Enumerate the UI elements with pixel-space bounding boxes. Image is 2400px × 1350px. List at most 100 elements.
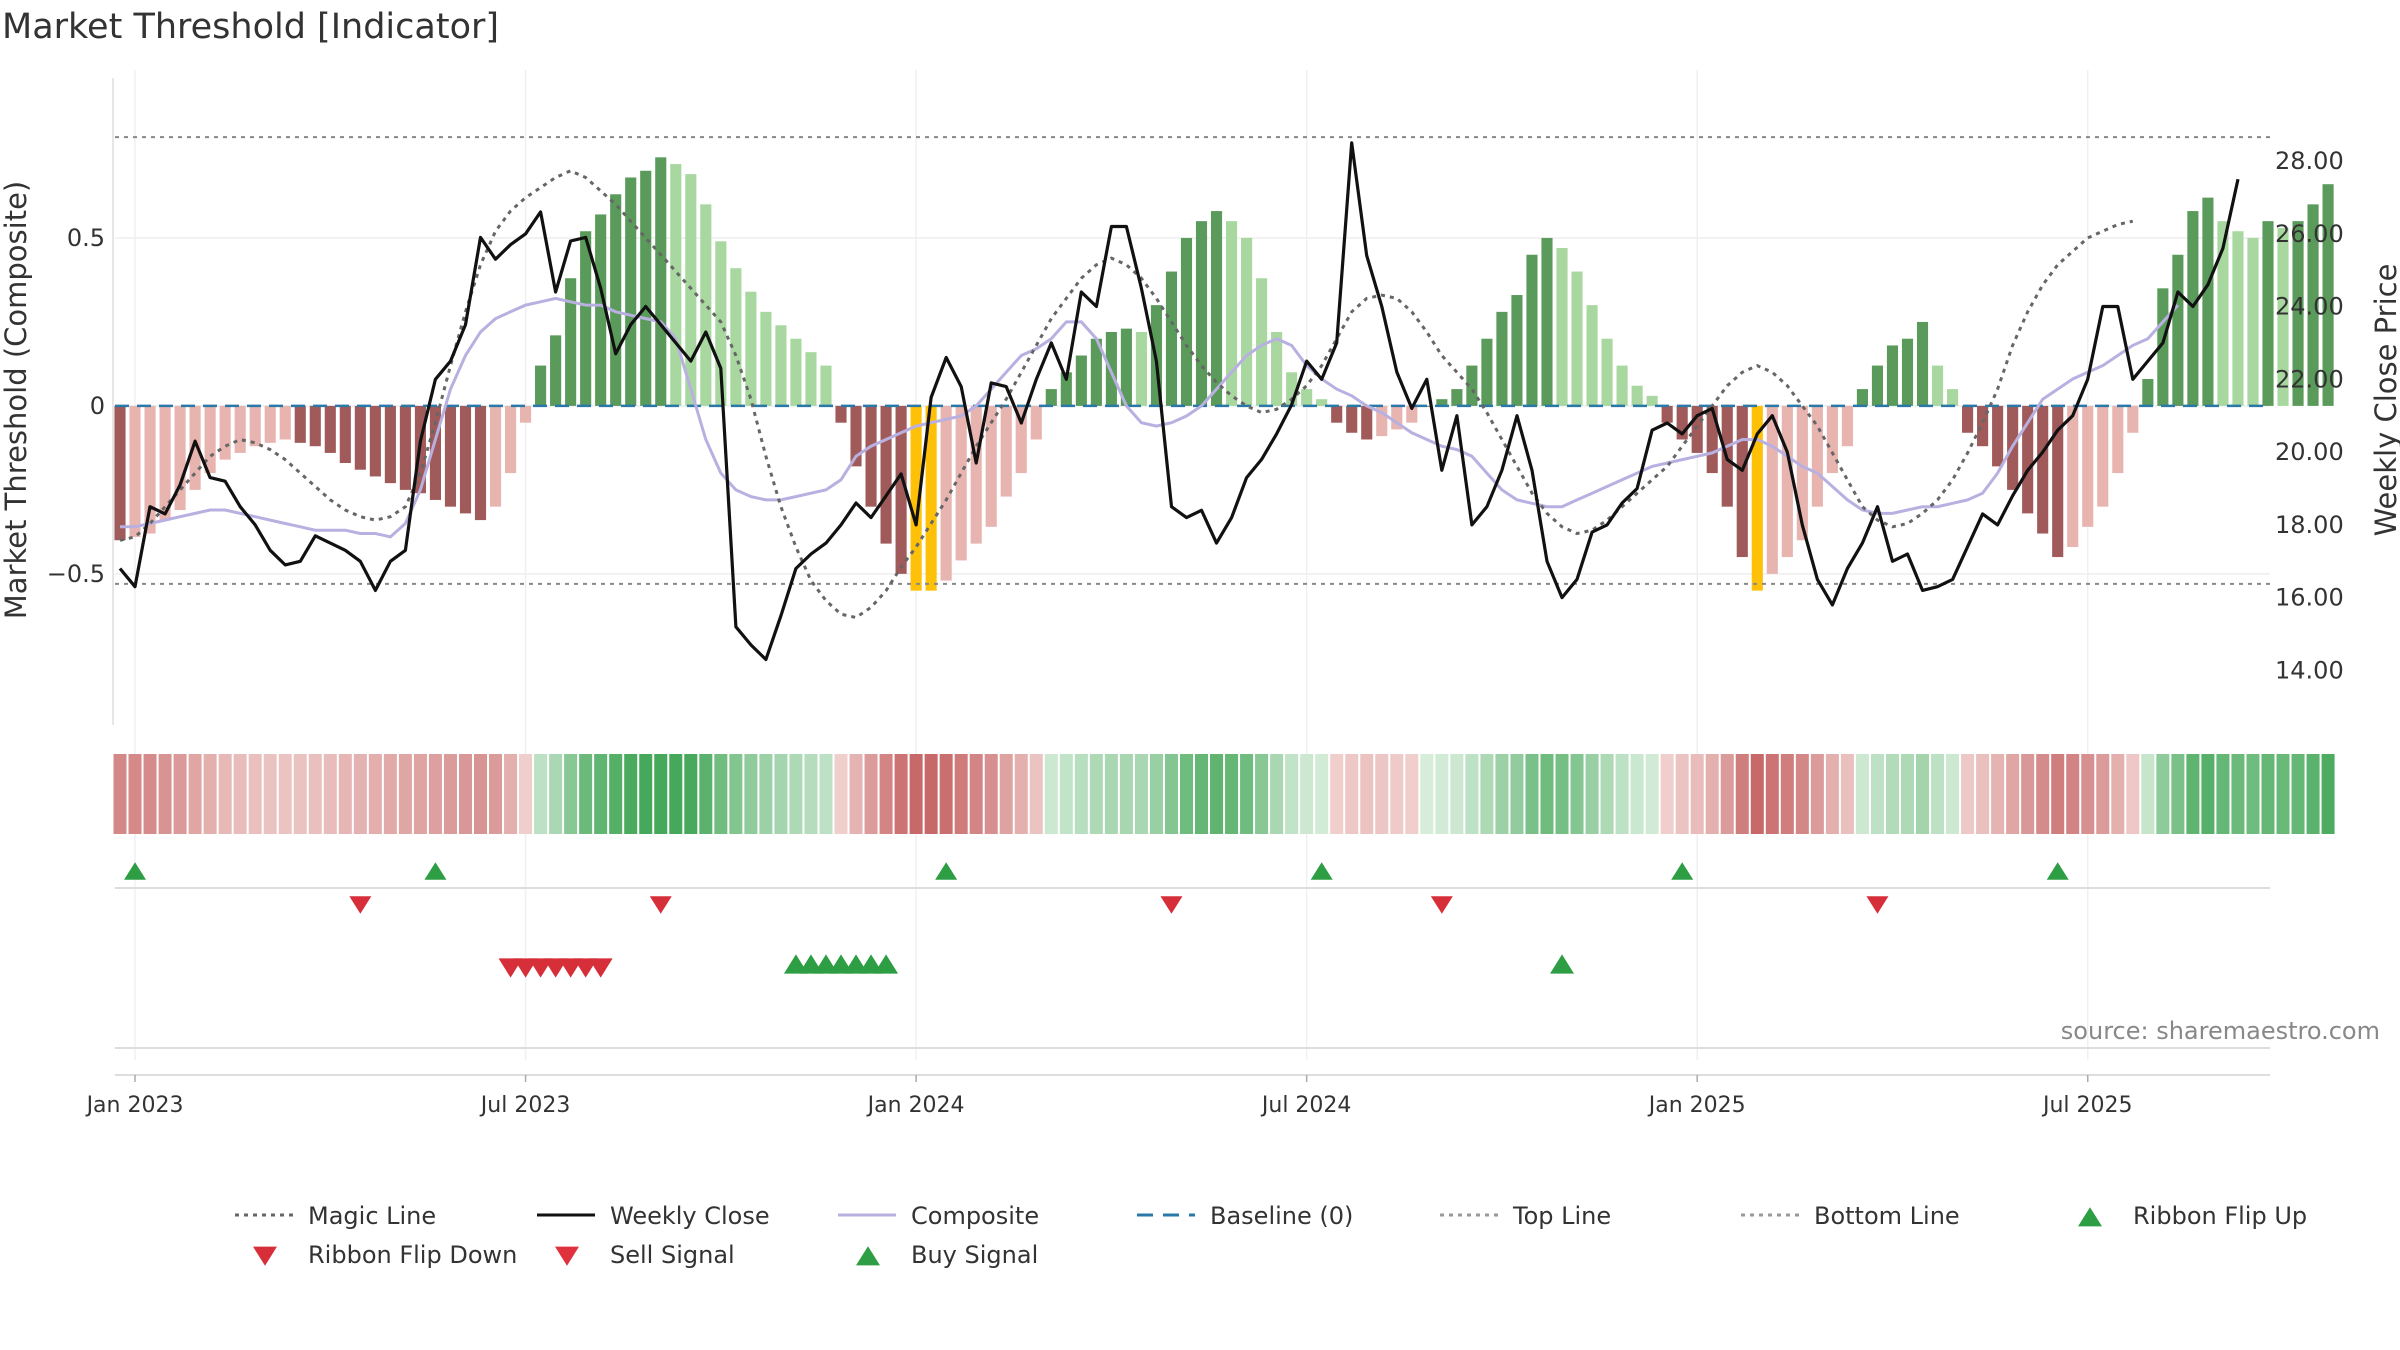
ribbon-cell bbox=[1570, 754, 1584, 834]
ribbon-cell bbox=[759, 754, 773, 834]
composite-bar bbox=[1706, 405, 1718, 474]
composite-bar bbox=[1736, 405, 1748, 558]
ribbon-cell bbox=[1240, 754, 1254, 834]
composite-bar bbox=[1000, 405, 1012, 497]
ribbon-cell bbox=[158, 754, 172, 834]
composite-bar bbox=[1195, 221, 1208, 406]
composite-bar bbox=[459, 405, 472, 514]
ribbon-cell bbox=[1780, 754, 1794, 834]
ribbon-cell bbox=[2201, 754, 2215, 834]
ribbon-cell bbox=[1029, 754, 1043, 834]
ribbon-cell bbox=[1735, 754, 1749, 834]
ribbon-cell bbox=[1044, 754, 1058, 834]
ribbon-cell bbox=[473, 754, 488, 834]
legend-label: Ribbon Flip Down bbox=[308, 1241, 517, 1269]
ribbon-cell bbox=[609, 754, 623, 834]
composite-bar bbox=[294, 405, 306, 443]
composite-bar bbox=[1571, 271, 1583, 406]
y-right-tick-label: 24.00 bbox=[2275, 293, 2344, 321]
y-axis-right-label: Weekly Close Price bbox=[2369, 264, 2400, 537]
composite-bar bbox=[1931, 365, 1944, 406]
composite-bar bbox=[1796, 405, 1808, 541]
ribbon-cell bbox=[1285, 754, 1299, 834]
ribbon-cell bbox=[2186, 754, 2200, 834]
ribbon-cell bbox=[1750, 754, 1764, 834]
composite-bar bbox=[1346, 405, 1358, 433]
composite-bar bbox=[1886, 345, 1899, 406]
ribbon-cell bbox=[954, 754, 968, 834]
composite-bar bbox=[1631, 385, 1643, 406]
composite-bar bbox=[264, 405, 276, 443]
composite-bar bbox=[835, 405, 847, 423]
composite-bar bbox=[2202, 197, 2214, 406]
ribbon-cell bbox=[1825, 754, 1839, 834]
composite-bar bbox=[1766, 405, 1778, 574]
ribbon-cell bbox=[579, 754, 593, 834]
legend-item: Bottom Line bbox=[1741, 1202, 1960, 1230]
ribbon-cell bbox=[1690, 754, 1704, 834]
composite-bar bbox=[790, 338, 802, 406]
composite-bar bbox=[1526, 254, 1538, 406]
ribbon-cell bbox=[2156, 754, 2170, 834]
ribbon-cell bbox=[1164, 754, 1178, 834]
legend-item: Ribbon Flip Down bbox=[253, 1241, 517, 1269]
ribbon-cell bbox=[1089, 754, 1103, 834]
composite-bar bbox=[925, 405, 937, 591]
composite-bars bbox=[114, 157, 2334, 591]
ribbon-cell bbox=[1540, 754, 1554, 834]
ribbon-cell bbox=[338, 754, 352, 834]
x-tick-label: Jan 2023 bbox=[85, 1093, 184, 1118]
composite-bar bbox=[1466, 365, 1478, 406]
ribbon-cell bbox=[834, 754, 848, 834]
sell-signal-marker bbox=[588, 958, 613, 978]
x-axis: Jan 2023 Jul 2023 Jan 2024 Jul 2024 Jan 2025… bbox=[85, 1075, 2133, 1118]
x-tick-label: Jul 2025 bbox=[2041, 1093, 2133, 1118]
composite-bar bbox=[670, 164, 682, 406]
ribbon-cell bbox=[1765, 754, 1779, 834]
ribbon-cell bbox=[714, 754, 728, 834]
composite-bar bbox=[489, 405, 502, 507]
legend-item: Magic Line bbox=[235, 1202, 436, 1230]
main-grid bbox=[115, 70, 2270, 1060]
ribbon-cell bbox=[1420, 754, 1434, 834]
ribbon-cell bbox=[2321, 754, 2335, 834]
ribbon-cell bbox=[1074, 754, 1088, 834]
ribbon-cell bbox=[1104, 754, 1118, 834]
ribbon-cell bbox=[2036, 754, 2050, 834]
ribbon-cell bbox=[1705, 754, 1719, 834]
ribbon-cell bbox=[1885, 754, 1899, 834]
ribbon-cell bbox=[2006, 754, 2020, 834]
ribbon-cell bbox=[1615, 754, 1629, 834]
ribbon-cell bbox=[1795, 754, 1809, 834]
composite-bar bbox=[2292, 221, 2304, 406]
composite-bar bbox=[249, 405, 261, 447]
composite-bar bbox=[2277, 227, 2289, 406]
ribbon-cell bbox=[458, 754, 472, 834]
composite-bar bbox=[399, 405, 411, 490]
composite-bar bbox=[1511, 295, 1523, 406]
legend-label: Composite bbox=[911, 1202, 1039, 1230]
ribbon-cell bbox=[1900, 754, 1915, 834]
ribbon-cell bbox=[2111, 754, 2125, 834]
ribbon-cell bbox=[549, 754, 563, 834]
ribbon-cell bbox=[984, 754, 998, 834]
y-right-tick-label: 14.00 bbox=[2275, 656, 2344, 684]
composite-bar bbox=[535, 365, 547, 406]
composite-bar bbox=[610, 194, 622, 406]
legend-item: Baseline (0) bbox=[1137, 1202, 1353, 1230]
source-credit: source: sharemaestro.com bbox=[2061, 1017, 2380, 1045]
ribbon-cell bbox=[1255, 754, 1269, 834]
y-right-tick-label: 28.00 bbox=[2275, 147, 2344, 175]
ribbon-cell bbox=[879, 754, 893, 834]
x-tick-label: Jul 2024 bbox=[1260, 1093, 1352, 1118]
ribbon-cell bbox=[1855, 754, 1869, 834]
composite-bar bbox=[1165, 271, 1178, 406]
ribbon-cell bbox=[353, 754, 367, 834]
chart-title: Market Threshold [Indicator] bbox=[2, 7, 499, 47]
ribbon-cell bbox=[143, 754, 157, 834]
composite-bar bbox=[2037, 405, 2049, 534]
y-right-tick-label: 22.00 bbox=[2275, 365, 2344, 393]
ribbon-cell bbox=[1585, 754, 1599, 834]
ribbon-cell bbox=[669, 754, 683, 834]
composite-bar bbox=[1871, 365, 1884, 406]
